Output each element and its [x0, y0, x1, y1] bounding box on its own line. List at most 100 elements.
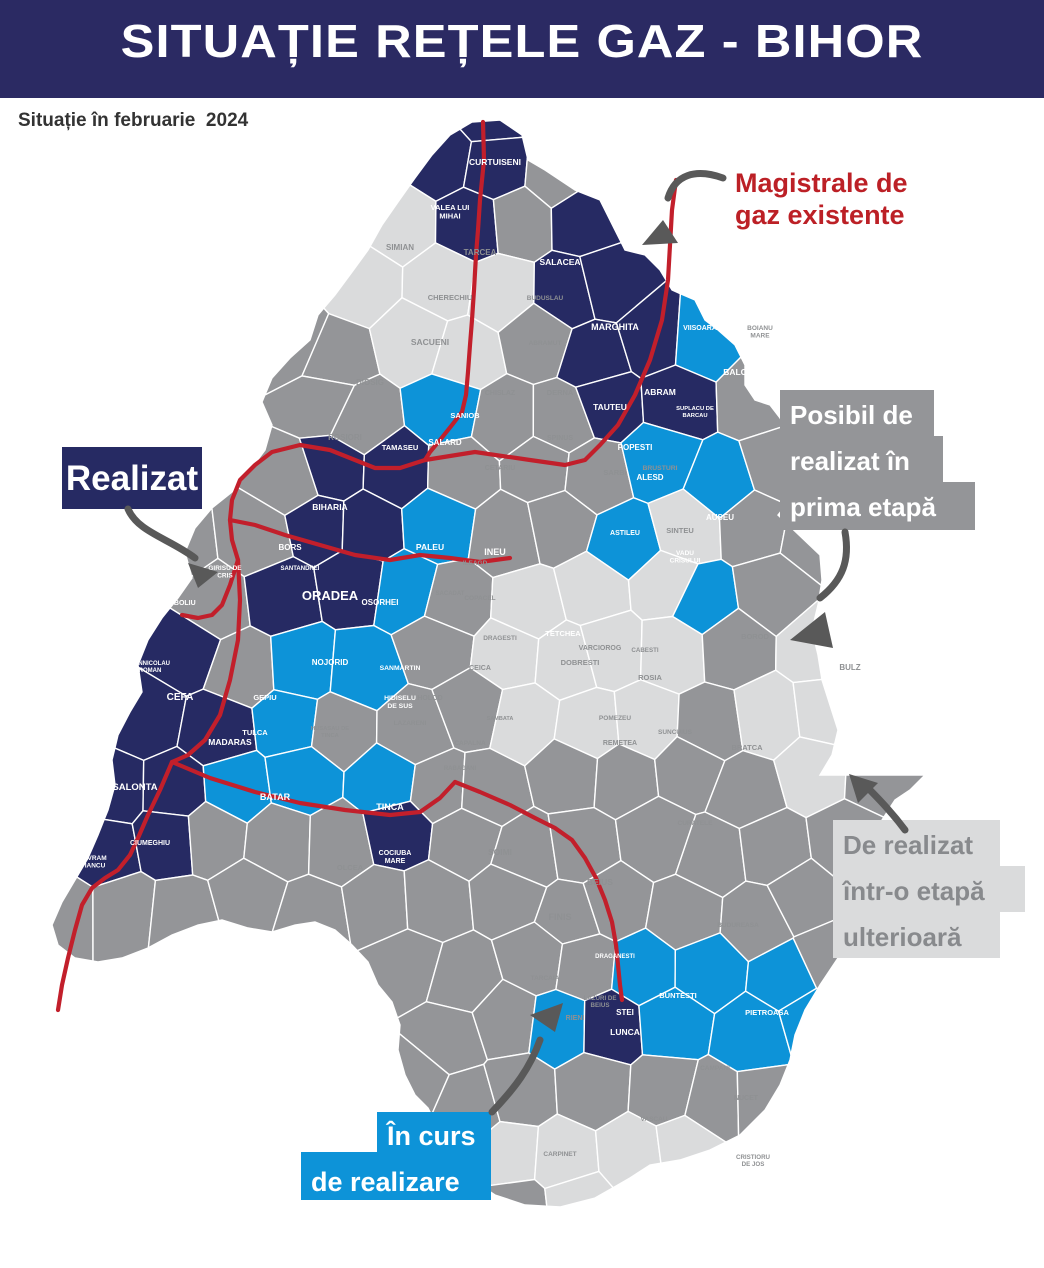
svg-text:BIHARIA: BIHARIA [312, 502, 347, 512]
svg-text:CEFA: CEFA [167, 692, 194, 703]
svg-text:SOIMI: SOIMI [488, 847, 512, 857]
svg-text:SAMBATA: SAMBATA [487, 716, 514, 722]
svg-text:VIISOARA: VIISOARA [683, 325, 717, 332]
svg-text:VASCAU: VASCAU [641, 1116, 668, 1123]
svg-text:POMEZEU: POMEZEU [599, 715, 631, 722]
svg-text:CAPALNA: CAPALNA [454, 740, 486, 747]
svg-text:ROSIORI: ROSIORI [328, 433, 362, 442]
svg-text:SANMARTIN: SANMARTIN [380, 665, 421, 672]
svg-text:SALONTA: SALONTA [112, 782, 157, 793]
svg-text:DIOSIG: DIOSIG [356, 378, 384, 387]
svg-text:COPACEL: COPACEL [464, 595, 495, 602]
svg-text:gaz existente: gaz existente [735, 200, 905, 230]
svg-text:PALEU: PALEU [416, 542, 444, 552]
svg-text:REMETEA: REMETEA [603, 740, 637, 747]
svg-text:CIUMEGHIU: CIUMEGHIU [130, 840, 170, 847]
svg-text:SACADAT: SACADAT [436, 591, 465, 597]
svg-text:TARCEA: TARCEA [464, 248, 497, 257]
svg-text:VARCIOROG: VARCIOROG [579, 645, 622, 652]
svg-text:SUNCUIUS: SUNCUIUS [658, 729, 693, 736]
svg-text:TAUTEU: TAUTEU [593, 402, 627, 412]
svg-text:de realizare: de realizare [311, 1167, 460, 1197]
svg-text:TAMASEU: TAMASEU [382, 443, 419, 452]
svg-text:MADARAS: MADARAS [208, 737, 252, 747]
svg-text:RABAGANI: RABAGANI [444, 766, 477, 772]
svg-text:SALARD: SALARD [428, 438, 462, 447]
svg-text:TULCA: TULCA [242, 728, 268, 737]
svg-text:ORADEA: ORADEA [302, 588, 359, 603]
svg-text:CURATELE: CURATELE [678, 820, 714, 827]
svg-text:OLCEA: OLCEA [337, 863, 364, 872]
svg-text:Magistrale de: Magistrale de [735, 168, 908, 198]
svg-text:FINIS: FINIS [548, 912, 571, 922]
svg-text:BRUSTURI: BRUSTURI [642, 465, 677, 472]
svg-text:ulterioară: ulterioară [843, 922, 962, 952]
svg-text:SIMIAN: SIMIAN [386, 243, 414, 252]
svg-text:CURTUISENI: CURTUISENI [469, 157, 521, 167]
svg-text:CEICA: CEICA [469, 665, 491, 672]
svg-text:BOROD: BOROD [741, 632, 770, 641]
svg-text:ABRAM: ABRAM [644, 387, 676, 397]
svg-text:prima etapă: prima etapă [790, 492, 936, 522]
svg-text:INEU: INEU [484, 547, 506, 557]
svg-text:CETARIU: CETARIU [485, 465, 516, 472]
svg-text:CAMPANI: CAMPANI [700, 1065, 730, 1072]
svg-text:SINTEU: SINTEU [666, 526, 694, 535]
svg-text:CHISLAZ: CHISLAZ [485, 390, 516, 397]
svg-text:Posibil de: Posibil de [790, 400, 913, 430]
svg-text:GEPIU: GEPIU [253, 693, 276, 702]
svg-text:RIENI: RIENI [566, 1015, 585, 1022]
svg-text:realizat în: realizat în [790, 446, 910, 476]
svg-text:TARCAIA: TARCAIA [531, 975, 560, 982]
svg-text:CABESTI: CABESTI [631, 647, 658, 654]
svg-text:LAZARENI: LAZARENI [394, 720, 427, 727]
svg-text:CARPINET: CARPINET [543, 1151, 576, 1158]
svg-text:BUNTESTI: BUNTESTI [659, 991, 697, 1000]
svg-text:Realizat: Realizat [66, 459, 199, 498]
svg-text:BUDUSLAU: BUDUSLAU [527, 295, 564, 302]
svg-text:ASTILEU: ASTILEU [610, 530, 640, 537]
svg-text:CHERECHIU: CHERECHIU [428, 293, 473, 302]
svg-text:BUDUREASA: BUDUREASA [717, 922, 759, 929]
svg-text:NUCET: NUCET [734, 1095, 759, 1102]
svg-text:DRAGANESTI: DRAGANESTI [595, 954, 635, 960]
svg-text:TINCA: TINCA [376, 802, 404, 812]
svg-text:BEIUS: BEIUS [587, 877, 613, 887]
svg-text:BALC: BALC [723, 367, 747, 377]
svg-text:TOBOLIU: TOBOLIU [164, 600, 195, 607]
svg-text:DRAGESTI: DRAGESTI [483, 635, 517, 642]
svg-text:BRATCA: BRATCA [731, 743, 763, 752]
svg-text:SANIOB: SANIOB [450, 411, 480, 420]
svg-text:TETCHEA: TETCHEA [545, 629, 581, 638]
svg-text:LUNCA: LUNCA [610, 1027, 640, 1037]
svg-text:DOBRESTI: DOBRESTI [561, 658, 600, 667]
svg-text:STEI: STEI [616, 1008, 634, 1017]
svg-text:HOLOD: HOLOD [417, 695, 442, 702]
svg-text:În curs: În curs [385, 1120, 476, 1151]
svg-text:ABRAMUT: ABRAMUT [529, 340, 562, 347]
svg-text:POPESTI: POPESTI [618, 443, 653, 452]
svg-text:BOIANUMARE: BOIANU MARE [747, 325, 773, 340]
svg-text:SANTANDREI: SANTANDREI [281, 566, 320, 572]
svg-text:DERNA: DERNA [547, 388, 574, 397]
svg-text:BORS: BORS [278, 543, 302, 552]
svg-text:AUSEU: AUSEU [706, 513, 734, 522]
svg-text:într-o etapă: într-o etapă [841, 876, 985, 906]
svg-text:BULZ: BULZ [839, 663, 860, 672]
svg-text:SPINUS: SPINUS [547, 435, 573, 442]
svg-text:ROSIA: ROSIA [638, 673, 662, 682]
svg-text:ALESD: ALESD [636, 473, 663, 482]
svg-text:SARBI: SARBI [603, 468, 626, 477]
svg-text:MARGHITA: MARGHITA [591, 322, 639, 332]
svg-text:SALACEA: SALACEA [539, 257, 580, 267]
svg-text:OSORHEI: OSORHEI [362, 598, 399, 607]
svg-text:ILEAGD: ILEAGD [463, 560, 488, 567]
svg-text:De realizat: De realizat [843, 830, 973, 860]
svg-text:BATAR: BATAR [260, 792, 291, 802]
svg-text:NOJORID: NOJORID [312, 658, 349, 667]
svg-text:PIETROASA: PIETROASA [745, 1008, 789, 1017]
svg-text:SACUENI: SACUENI [411, 337, 449, 347]
